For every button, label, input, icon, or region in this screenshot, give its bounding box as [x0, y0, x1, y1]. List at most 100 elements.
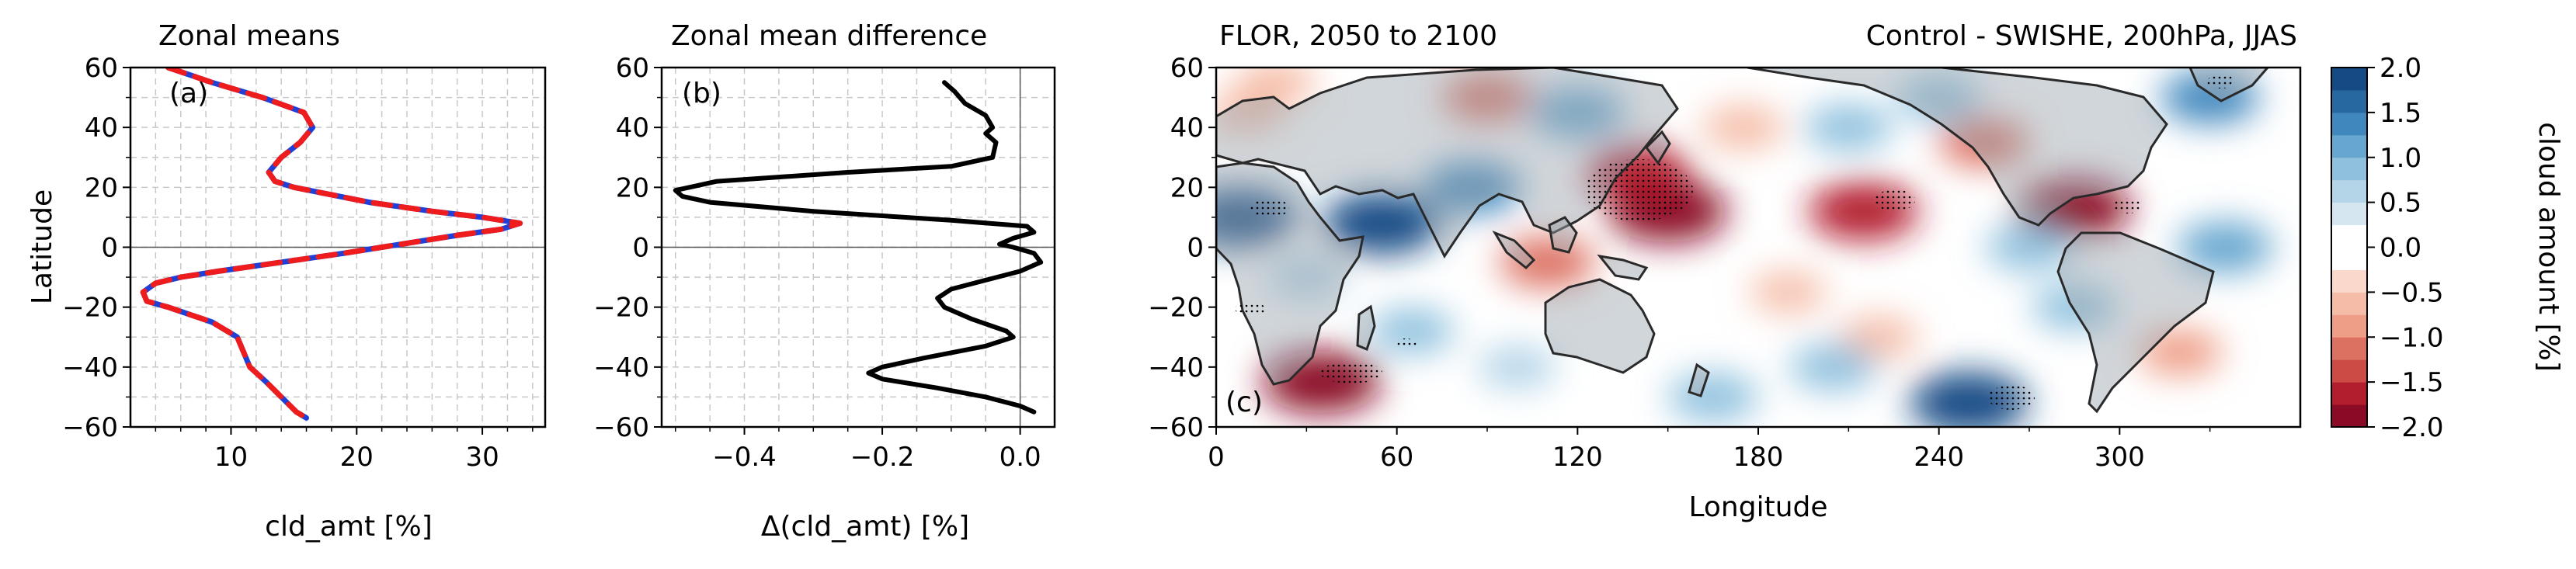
y-tick-label: 60 [1170, 53, 1204, 84]
land-south-america [2056, 231, 2215, 414]
land-north-america [1747, 68, 2168, 227]
series-line-0 [673, 80, 1044, 415]
panel-a: Zonal means −60 −40 −20 0 20 40 60 10 20 30 (a) c… [26, 20, 547, 543]
panel-c-ticks: 0 60 120 180 240 300 −60 −40 −20 0 20 40 60 [1148, 53, 2211, 473]
colorbar-band [2331, 247, 2367, 270]
land-australia [1544, 278, 1656, 374]
y-tick-label: −40 [1148, 352, 1204, 383]
colorbar-tick-label: −1.5 [2380, 367, 2444, 398]
x-tick-label: 0 [1208, 442, 1225, 473]
anomaly-blob [2032, 284, 2117, 330]
y-tick-label: −60 [593, 412, 649, 443]
land-eurasia [1216, 68, 1679, 258]
colorbar-band [2331, 382, 2367, 405]
anomaly-blob [2161, 71, 2260, 124]
y-tick-label: 40 [85, 113, 118, 144]
x-tick-label: −0.2 [850, 442, 915, 473]
y-tick-label: −60 [1148, 412, 1204, 443]
anomaly-blob [1423, 161, 1522, 214]
anomaly-blob [1839, 315, 1918, 359]
x-tick-label: 180 [1733, 442, 1784, 473]
y-tick-label: −60 [62, 412, 118, 443]
colorbar-tick-label: 2.0 [2380, 53, 2421, 84]
colorbar-tick-label: 1.5 [2380, 98, 2421, 129]
land-madagascar [1356, 304, 1376, 352]
y-tick-label: 40 [616, 113, 649, 144]
x-tick-label: 30 [465, 442, 499, 473]
land-africa [1216, 161, 1364, 386]
x-tick-label: −0.4 [712, 442, 777, 473]
colorbar-band [2331, 224, 2367, 248]
panel-a-ylabel: Latitude [26, 189, 58, 304]
land-masses [1216, 68, 2269, 414]
x-tick-label: 10 [214, 442, 248, 473]
x-tick-label: 60 [1380, 442, 1413, 473]
x-tick-label: 20 [340, 442, 374, 473]
colorbar-tick-label: 0.5 [2380, 188, 2421, 219]
anomaly-blob [1985, 224, 2074, 271]
series-line-1 [140, 68, 523, 421]
anomaly-blob [1216, 92, 1285, 134]
panel-a-label: (a) [169, 78, 208, 109]
y-tick-label: 40 [1170, 113, 1204, 144]
anomaly-blob [1267, 255, 1347, 299]
y-tick-label: −20 [62, 293, 118, 324]
y-tick-label: 20 [85, 172, 118, 203]
land-new-guinea [1597, 254, 1649, 281]
colorbar-band [2331, 337, 2367, 360]
anomaly-blob [1442, 73, 1532, 122]
panel-b-lines [673, 80, 1044, 415]
anomaly-blob [1667, 373, 1758, 422]
y-tick-label: 20 [616, 172, 649, 203]
x-tick-label: 120 [1552, 442, 1603, 473]
significance-stippling [1235, 75, 2235, 410]
panel-a-lines [140, 68, 523, 421]
panel-c-title-left: FLOR, 2050 to 2100 [1219, 20, 1497, 52]
y-tick-label: 0 [1187, 233, 1204, 264]
anomaly-blob [2177, 221, 2273, 273]
x-tick-label: 0.0 [999, 442, 1041, 473]
panel-a-xlabel: cld_amt [%] [265, 511, 433, 543]
land-japan [1645, 130, 1671, 165]
panel-b-grid [662, 67, 1055, 428]
colorbar-tick-label: −2.0 [2380, 412, 2444, 443]
land-sumatra [1492, 230, 1536, 270]
panel-a-ticks: −60 −40 −20 0 20 40 60 10 20 30 [62, 53, 534, 473]
y-tick-label: −40 [593, 352, 649, 383]
y-tick-label: −20 [1148, 293, 1204, 324]
colorbar: −2.0 −1.5 −1.0 −0.5 0.0 0.5 1.0 1.5 2.0 cloud am… [2331, 53, 2564, 443]
panel-b-title: Zonal mean difference [671, 20, 987, 52]
y-tick-label: 20 [1170, 172, 1204, 203]
colorbar-band [2331, 202, 2367, 226]
panel-a-grid [130, 67, 545, 428]
x-tick-label: 240 [1914, 442, 1964, 473]
panel-c-xlabel: Longitude [1688, 491, 1827, 523]
colorbar-tick-label: −0.5 [2380, 277, 2444, 308]
panel-a-title: Zonal means [158, 20, 340, 52]
y-tick-label: 0 [101, 233, 118, 264]
land-borneo [1548, 216, 1578, 254]
colorbar-band [2331, 89, 2367, 113]
colorbar-label: cloud amount [%] [2533, 122, 2564, 372]
y-tick-label: 0 [632, 233, 649, 264]
colorbar-tick-label: −1.0 [2380, 322, 2444, 353]
panel-c: FLOR, 2050 to 2100 Control - SWISHE, 200… [1148, 20, 2302, 523]
y-tick-label: −20 [593, 293, 649, 324]
colorbar-band [2331, 314, 2367, 338]
anomaly-blob [1369, 308, 1455, 354]
colorbar-band [2331, 157, 2367, 181]
colorbar-tick-label: 0.0 [2380, 233, 2421, 264]
colorbar-band [2331, 179, 2367, 203]
anomaly-blob [1805, 104, 1893, 151]
x-tick-label: 300 [2095, 442, 2145, 473]
anomaly-blob [1938, 118, 2029, 167]
colorbar-band [2331, 404, 2367, 428]
colorbar-band [2331, 68, 2367, 91]
colorbar-ticks: −2.0 −1.5 −1.0 −0.5 0.0 0.5 1.0 1.5 2.0 [2367, 53, 2444, 443]
panel-b-xlabel: Δ(cld_amt) [%] [761, 511, 969, 543]
y-tick-label: 60 [85, 53, 118, 84]
anomaly-blob [1750, 271, 1827, 313]
panel-c-title-right: Control - SWISHE, 200hPa, JJAS [1866, 20, 2297, 52]
panel-c-label: (c) [1225, 387, 1263, 418]
panel-b-ticks: −60 −40 −20 0 20 40 60 −0.4 −0.2 0.0 [593, 53, 1041, 473]
